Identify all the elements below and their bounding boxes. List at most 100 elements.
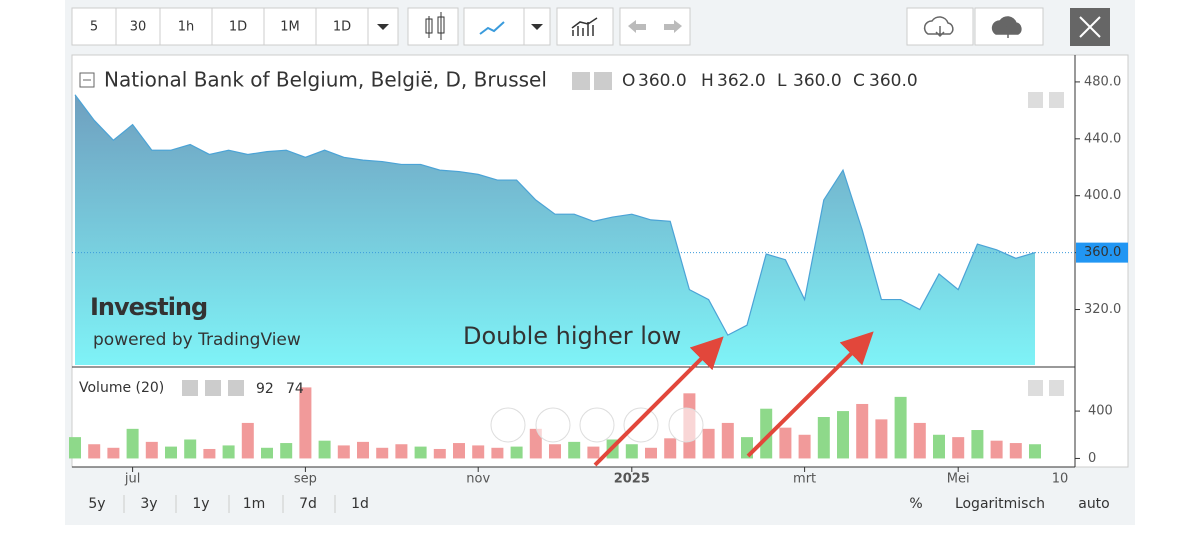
chart-title: National Bank of Belgium, België, D, Bru…: [104, 68, 547, 92]
range-button[interactable]: 1m: [243, 496, 266, 512]
volume-bar: [913, 422, 926, 459]
interval-label: 5: [90, 20, 98, 35]
line-style-button[interactable]: [463, 7, 525, 46]
volume-bar: [625, 444, 638, 459]
volume-value: 92: [256, 381, 274, 397]
y-tick-label: 400.0: [1084, 188, 1121, 203]
volume-bar: [126, 428, 139, 459]
volume-bar: [1029, 444, 1041, 459]
nav-button[interactable]: [668, 407, 704, 443]
percent-toggle[interactable]: %: [909, 496, 922, 512]
log-toggle[interactable]: Logaritmisch: [955, 496, 1045, 512]
logo-powered: powered by TradingView: [93, 330, 301, 350]
volume-bar: [107, 447, 120, 459]
ohlc-key: C: [853, 71, 865, 91]
bottom-bar: [72, 488, 1128, 520]
y-tick-label: 0: [1088, 451, 1096, 466]
range-button[interactable]: 1y: [192, 496, 209, 512]
volume-bar: [280, 443, 293, 459]
volume-bar: [549, 444, 561, 459]
annotation-arrow: [746, 331, 874, 458]
logo-brand: Investing: [90, 293, 207, 321]
volume-bar: [184, 439, 197, 459]
indicator-icon: [571, 17, 598, 36]
ohlc-key: L: [777, 71, 787, 91]
interval-label: 30: [130, 20, 147, 35]
volume-bar: [568, 441, 581, 459]
x-tick-label: 2025: [614, 472, 650, 487]
caret: [531, 24, 543, 30]
interval-button[interactable]: [71, 7, 117, 46]
redo-icon: [664, 20, 682, 33]
volume-bar: [933, 434, 945, 459]
y-tick-label: 480.0: [1084, 74, 1121, 89]
x-tick-label: Mei: [947, 472, 970, 487]
volume-bar: [472, 445, 485, 459]
candle-body: [425, 18, 433, 34]
volume-bar: [837, 411, 849, 459]
volume-bar: [529, 428, 542, 459]
y-tick-label: 320.0: [1084, 302, 1121, 317]
eye-icon: [572, 72, 590, 90]
volume-bar: [856, 403, 869, 459]
volume-bar: [357, 441, 369, 459]
caret: [377, 24, 389, 30]
range-button[interactable]: 1d: [351, 496, 369, 512]
volume-bar: [721, 422, 734, 459]
scale-icon: [1028, 92, 1043, 108]
volume-bar: [952, 437, 965, 459]
ohlc-value: 360.0: [869, 71, 918, 91]
last-price-label: 360.0: [1084, 245, 1121, 260]
volume-bar: [971, 430, 984, 459]
volume-bar: [299, 387, 312, 459]
y-tick-label: 440.0: [1084, 131, 1121, 146]
volume-bar: [990, 440, 1003, 459]
volume-bar: [875, 419, 888, 459]
volume-bar: [261, 447, 273, 459]
nav-button[interactable]: [623, 407, 659, 443]
ohlc-key: O: [622, 71, 635, 91]
interval-label: 1M: [280, 20, 300, 35]
volume-title: Volume (20): [79, 380, 164, 396]
volume-bar: [433, 448, 446, 459]
x-axis-end-label: 10: [1052, 472, 1069, 487]
volume-bar: [760, 408, 773, 459]
auto-toggle[interactable]: auto: [1078, 496, 1110, 512]
volume-bar: [165, 446, 177, 459]
x-tick-label: nov: [466, 472, 490, 487]
scale-icon: [1028, 380, 1043, 396]
nav-button[interactable]: [579, 407, 615, 443]
scale-icon: [1049, 92, 1064, 108]
nav-button[interactable]: [535, 407, 571, 443]
volume-bar: [664, 438, 677, 459]
volume-bar: [337, 445, 350, 459]
indicator-button[interactable]: [556, 7, 614, 46]
ohlc-value: 360.0: [638, 71, 687, 91]
price-area-fill: [75, 94, 1035, 365]
volume-bar: [798, 434, 811, 459]
scale-icon: [1049, 380, 1064, 396]
range-button[interactable]: 7d: [299, 496, 317, 512]
nav-button[interactable]: [490, 407, 526, 443]
volume-bar: [69, 437, 81, 459]
volume-bar: [395, 444, 408, 459]
gear-icon: [205, 380, 221, 396]
volume-value: 74: [286, 381, 304, 397]
volume-bar: [491, 447, 504, 459]
range-button[interactable]: 3y: [140, 496, 157, 512]
candle-button[interactable]: [407, 7, 459, 46]
remove-icon: [228, 380, 244, 396]
volume-bar: [702, 428, 715, 459]
interval-button[interactable]: [263, 7, 317, 46]
x-tick-label: jul: [124, 472, 140, 487]
interval-label: 1D: [333, 20, 351, 35]
range-button[interactable]: 5y: [88, 496, 105, 512]
interval-button[interactable]: [315, 7, 369, 46]
close-icon: [1079, 16, 1101, 38]
volume-bar: [145, 441, 158, 459]
volume-bar: [222, 445, 235, 459]
cloud-up: [991, 16, 1022, 38]
volume-bar: [241, 422, 254, 459]
